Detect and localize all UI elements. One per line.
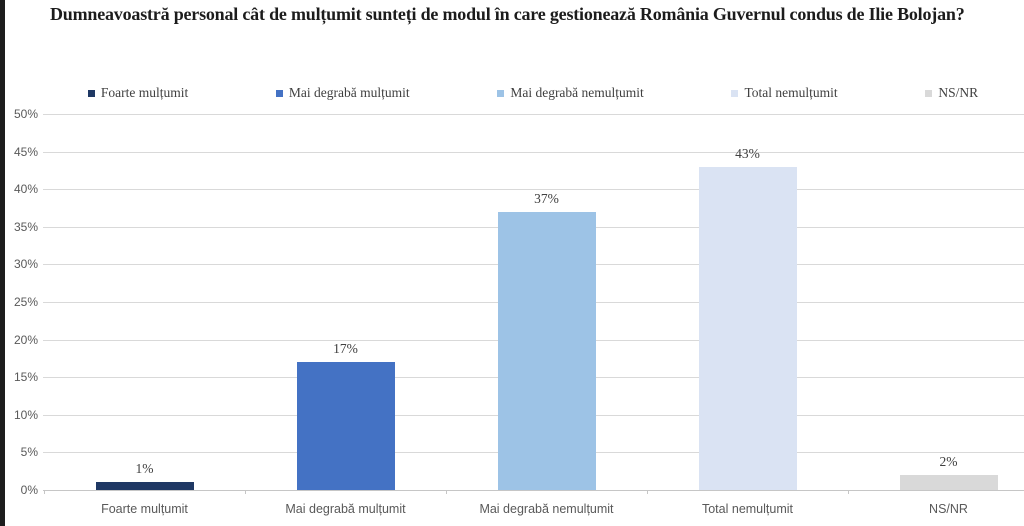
legend-item: NS/NR: [925, 85, 978, 101]
legend-label: Mai degrabă nemulțumit: [510, 85, 644, 100]
y-tick-label: 45%: [13, 144, 38, 159]
legend-item: Mai degrabă mulțumit: [275, 85, 410, 101]
bar-value-label: 2%: [939, 453, 958, 469]
gridline: [43, 114, 1024, 115]
bar-3: [497, 211, 596, 490]
x-axis-tick: [446, 490, 447, 494]
legend-swatch-icon: [731, 89, 739, 97]
legend-swatch-icon: [497, 89, 505, 97]
plot-area: 1% Foarte mulțumit 17% Mai degrabă mulțumit…: [43, 114, 1024, 516]
legend-item: Mai degrabă nemulțumit: [497, 85, 644, 101]
category-label: Foarte mulțumit: [101, 502, 188, 516]
legend-swatch-icon: [925, 89, 933, 97]
gridline: [43, 151, 1024, 153]
category-label: Total nemulțumit: [701, 502, 793, 516]
legend-item: Foarte mulțumit: [87, 85, 189, 101]
bar-value-label: 1%: [135, 461, 154, 477]
bar-1: [95, 482, 194, 490]
y-tick-label: 20%: [13, 332, 38, 347]
x-axis-tick: [245, 490, 246, 494]
bar-value-label: 43%: [735, 145, 760, 161]
y-tick-label: 30%: [13, 257, 38, 272]
category-label: Mai degrabă mulțumit: [285, 502, 406, 516]
category-label: NS/NR: [929, 502, 968, 516]
gridline: [43, 189, 1024, 191]
y-tick-label: 40%: [13, 182, 38, 197]
legend-swatch-icon: [87, 89, 95, 97]
y-tick-label: 50%: [13, 107, 38, 121]
legend-label: Mai degrabă mulțumit: [288, 85, 410, 100]
legend-swatch-icon: [275, 89, 283, 97]
x-axis-line: [43, 490, 1024, 491]
legend-item: Total nemulțumit: [731, 85, 838, 101]
y-tick-label: 25%: [13, 295, 38, 309]
legend-label: Foarte mulțumit: [100, 85, 189, 100]
legend-label: NS/NR: [938, 85, 979, 100]
bar-2: [296, 362, 395, 490]
bar-value-label: 37%: [534, 190, 559, 206]
y-tick-label: 15%: [13, 370, 38, 385]
chart-title: Dumneavoastră personal cât de mulțumit s…: [50, 4, 965, 24]
x-axis-tick: [848, 490, 849, 494]
legend-label: Total nemulțumit: [744, 85, 838, 100]
chart-legend: Foarte mulțumit Mai degrabă mulțumit Mai d…: [44, 84, 1022, 102]
y-tick-label: 10%: [13, 407, 38, 422]
y-tick-label: 5%: [20, 445, 38, 460]
category-label: Mai degrabă nemulțumit: [479, 502, 614, 516]
y-tick-label: 0%: [20, 483, 38, 497]
bar-4: [698, 166, 797, 490]
y-tick-label: 35%: [13, 219, 38, 234]
page-left-border: [0, 0, 5, 526]
bar-value-label: 17%: [333, 341, 358, 357]
x-axis-tick: [44, 490, 45, 494]
x-axis-tick: [647, 490, 648, 494]
bar-5: [899, 474, 998, 490]
y-axis: 0% 5% 10% 15% 20% 25% 30% 35% 40% 45% 50%: [0, 0, 38, 526]
